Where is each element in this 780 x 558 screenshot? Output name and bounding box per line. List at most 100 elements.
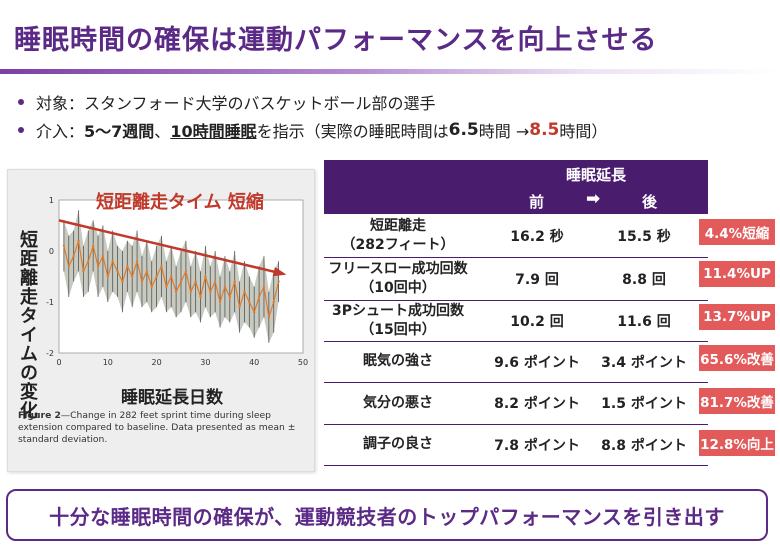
mean-point bbox=[184, 270, 188, 273]
y-tick-label: 0 bbox=[49, 247, 54, 256]
intervention-weeks: 5〜7週間 bbox=[84, 122, 155, 141]
mean-point bbox=[262, 285, 266, 288]
improvement-badge: 12.8%向上 bbox=[699, 430, 775, 456]
page-title: 睡眠時間の確保は運動パフォーマンスを向上させる bbox=[14, 25, 658, 56]
mean-point bbox=[170, 275, 173, 278]
mean-point bbox=[228, 295, 231, 299]
mean-point bbox=[209, 290, 212, 293]
row-before-value: 16.2 秒 bbox=[510, 228, 564, 245]
mean-point bbox=[135, 260, 139, 263]
bullet-list: 対象：スタンフォード大学のバスケットボール部の選手 介入： 5〜7週間 、 10… bbox=[18, 88, 607, 144]
row-metric: フリースロー成功回数 （10回中） bbox=[324, 257, 472, 300]
mean-point bbox=[150, 285, 153, 288]
x-tick-label: 20 bbox=[152, 358, 162, 367]
x-tick-label: 50 bbox=[298, 358, 308, 367]
figure-y-label: 短距離走タイムの変化 bbox=[17, 230, 38, 420]
title-divider bbox=[0, 69, 780, 74]
sleep-after-hours: 8.5 bbox=[529, 120, 560, 140]
mean-point bbox=[77, 239, 80, 242]
mean-point bbox=[126, 265, 129, 268]
bullet-dot-icon bbox=[18, 99, 24, 105]
bullet-intervention: 介入： 5〜7週間 、 10時間睡眠 を指示（実際の睡眠時間は 6.5 時間 →… bbox=[18, 116, 607, 144]
table-row: 3Pシュート成功回数 （15回中） 10.2 回 11.6 回 bbox=[324, 300, 708, 342]
x-tick-label: 30 bbox=[200, 358, 210, 367]
intervention-sep: 、 bbox=[154, 122, 171, 141]
figure-caption: Figure 2—Change in 282 feet sprint time … bbox=[18, 410, 308, 446]
mean-point bbox=[121, 280, 124, 283]
conclusion-banner: 十分な睡眠時間の確保が、運動競技者のトップパフォーマンスを引き出す bbox=[6, 489, 768, 541]
header-sleep-extension: 睡眠延長 bbox=[565, 166, 626, 184]
metric-line1: 調子の良さ bbox=[363, 436, 433, 452]
mean-point bbox=[174, 290, 178, 293]
mean-point bbox=[67, 265, 70, 268]
mean-point bbox=[179, 280, 183, 283]
metric-line1: フリースロー成功回数 bbox=[328, 260, 468, 277]
figure-annotation: 短距離走タイム 短縮 bbox=[96, 192, 264, 213]
row-metric: 眠気の強さ bbox=[324, 341, 472, 382]
metric-line2: （282フィート） bbox=[341, 236, 455, 253]
header-after: 後 bbox=[642, 193, 658, 211]
mean-point bbox=[131, 275, 134, 278]
mean-point bbox=[277, 280, 280, 283]
mean-point bbox=[116, 270, 119, 273]
improvement-badge: 13.7%UP bbox=[699, 304, 775, 330]
mean-point bbox=[101, 254, 105, 258]
intervention-prefix: 介入： bbox=[36, 122, 85, 141]
intervention-mid: を指示（実際の睡眠時間は bbox=[256, 122, 449, 141]
row-before-value: 7.8 ポイント bbox=[494, 437, 580, 454]
header-before: 前 bbox=[529, 193, 545, 211]
metric-line1: 3Pシュート成功回数 bbox=[331, 302, 464, 319]
mean-point bbox=[248, 300, 251, 304]
mean-point bbox=[111, 260, 114, 263]
metric-line2: （10回中） bbox=[360, 279, 436, 296]
mean-point bbox=[96, 265, 100, 268]
mean-point bbox=[267, 316, 271, 319]
mean-point bbox=[204, 275, 207, 278]
metric-line1: 気分の悪さ bbox=[363, 394, 433, 411]
row-before-value: 10.2 回 bbox=[510, 313, 564, 330]
mean-point bbox=[238, 305, 241, 309]
x-tick-label: 0 bbox=[56, 358, 61, 367]
mean-point bbox=[218, 300, 222, 304]
x-tick-label: 40 bbox=[249, 358, 259, 367]
intervention-unit1: 時間 → bbox=[478, 122, 530, 141]
row-after-value: 1.5 ポイント bbox=[601, 396, 687, 412]
figure-x-label: 睡眠延長日数 bbox=[121, 388, 223, 408]
bullet-subject: 対象：スタンフォード大学のバスケットボール部の選手 bbox=[18, 88, 607, 116]
sprint-figure: 0 10 20 30 40 50 1 0 -1 -2 短距離走タイムの変化 短距離走タイム 短縮 … bbox=[7, 169, 315, 472]
mean-point bbox=[257, 295, 261, 299]
mean-point bbox=[72, 254, 75, 258]
mean-point bbox=[145, 270, 149, 273]
row-metric: 調子の良さ bbox=[324, 424, 472, 465]
mean-point bbox=[155, 275, 158, 278]
bullet-dot-icon bbox=[18, 127, 24, 133]
mean-point bbox=[140, 280, 144, 283]
improvement-badge: 81.7%改善 bbox=[699, 388, 775, 414]
y-tick-label: 1 bbox=[49, 196, 54, 205]
y-tick-label: -1 bbox=[46, 298, 54, 307]
mean-point bbox=[189, 290, 192, 293]
mean-point bbox=[91, 244, 95, 248]
mean-point bbox=[165, 285, 168, 288]
sleep-before-hours: 6.5 bbox=[448, 120, 479, 140]
row-before-value: 7.9 回 bbox=[515, 271, 559, 288]
x-tick-label: 10 bbox=[103, 358, 113, 367]
mean-point bbox=[82, 270, 85, 273]
caption-head: Figure 2 bbox=[18, 410, 61, 421]
mean-point bbox=[243, 290, 246, 293]
metric-line1: 短距離走 bbox=[370, 217, 426, 234]
metric-line1: 眠気の強さ bbox=[363, 353, 433, 369]
y-tick-label: -2 bbox=[46, 349, 54, 358]
metric-line2: （15回中） bbox=[360, 321, 436, 338]
improvement-badge: 11.4%UP bbox=[699, 261, 775, 287]
header-arrow-icon: ➡ bbox=[586, 189, 601, 209]
improvement-badge: 4.4%短縮 bbox=[699, 219, 775, 245]
bullet-subject-text: 対象：スタンフォード大学のバスケットボール部の選手 bbox=[36, 94, 436, 113]
table-row: 気分の悪さ 8.2 ポイント 1.5 ポイント bbox=[324, 382, 708, 425]
trend-arrow-head bbox=[272, 266, 287, 277]
row-before-value: 8.2 ポイント bbox=[494, 396, 580, 412]
improvement-badge: 65.6%改善 bbox=[699, 345, 775, 371]
table-row: フリースロー成功回数 （10回中） 7.9 回 8.8 回 bbox=[324, 257, 708, 301]
row-metric: 3Pシュート成功回数 （15回中） bbox=[324, 300, 472, 341]
